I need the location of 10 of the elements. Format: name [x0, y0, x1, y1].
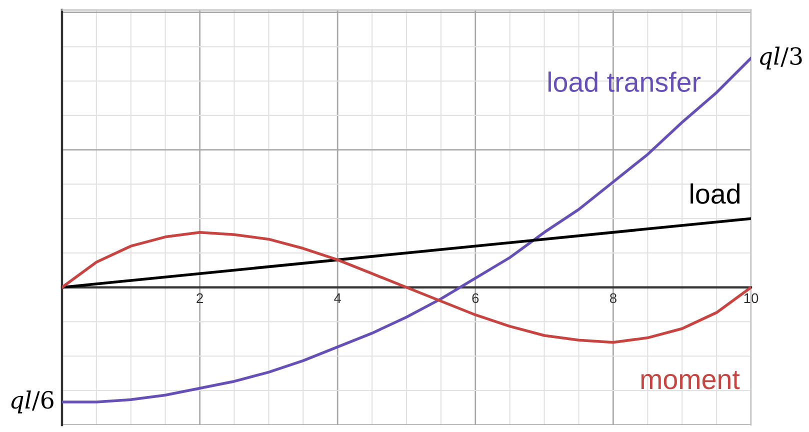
- x-tick-label: 4: [334, 293, 342, 303]
- series-label: load transfer: [548, 72, 701, 92]
- series-label: moment: [641, 371, 740, 390]
- x-tick-label: 10: [744, 293, 758, 304]
- x-tick-label: 2: [196, 293, 203, 303]
- annotation: ql/3: [760, 46, 802, 70]
- x-tick-label: 8: [610, 293, 616, 304]
- series-label: load: [690, 183, 740, 204]
- x-tick-label: 6: [472, 293, 479, 304]
- annotation: ql/6: [11, 390, 54, 414]
